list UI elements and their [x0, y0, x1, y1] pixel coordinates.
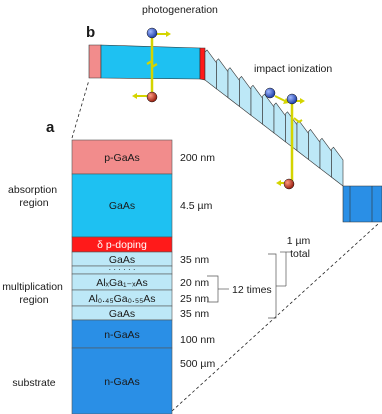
layer-thickness: 20 nm — [180, 277, 209, 289]
layer-name: GaAs — [109, 200, 135, 212]
photogeneration-label: photogeneration — [142, 4, 218, 16]
layer-thickness: 25 nm — [180, 293, 209, 305]
multiplication-band-segment — [216, 58, 229, 99]
multiplication-band-segment — [204, 49, 217, 90]
multiplication-band-segment — [262, 93, 275, 134]
absorption-region-label: absorption region — [8, 184, 60, 209]
photogenerated-pair — [132, 27, 171, 103]
layer-thickness: 500 µm — [180, 358, 215, 370]
hole-icon — [283, 178, 295, 190]
layer-name: Al₀.₄₅Ga₀.₅₅As — [88, 293, 155, 305]
multiplication-band-segment — [273, 102, 286, 143]
layer-n-gaas-500 — [71, 347, 173, 414]
multiplication-band-segment — [250, 84, 263, 125]
multiplication-band-segment — [239, 76, 252, 116]
multiplication-band-segment — [227, 67, 240, 108]
repeat-label: 12 times — [232, 284, 272, 296]
repeat-bracket — [207, 251, 292, 319]
multiplication-band-segment — [319, 137, 332, 178]
electron-icon — [146, 27, 158, 39]
layer-name: GaAs — [109, 308, 135, 320]
layer-p-gaas — [71, 139, 173, 175]
multiplication-region-label: multiplication region — [2, 281, 66, 306]
multiplication-band-segment — [308, 129, 321, 169]
layer-thickness: 35 nm — [180, 254, 209, 266]
impact-ionization-pair — [264, 87, 305, 190]
layer-thickness: 4.5 µm — [180, 200, 213, 212]
layer-name: δ p-doping — [97, 239, 147, 251]
total-label: 1 µm total — [287, 235, 313, 260]
multiplication-band-segment — [296, 120, 309, 161]
layer-gaas-absorption — [71, 173, 173, 238]
layer-name: p-GaAs — [104, 152, 140, 164]
layer-thickness: 35 nm — [180, 308, 209, 320]
layer-n-gaas-100 — [71, 319, 173, 349]
layer-stack — [71, 139, 173, 414]
layer-name: n-GaAs — [104, 376, 140, 388]
layer-thickness: 200 nm — [180, 152, 215, 164]
panel-b-letter: b — [86, 24, 95, 41]
zoom-guide-right — [171, 223, 379, 412]
panel-a-letter: a — [46, 119, 55, 136]
layer-name: · · · · · · — [108, 265, 135, 274]
multiplication-band-segment — [331, 146, 344, 187]
layer-name: GaAs — [109, 254, 135, 266]
electron-icon — [264, 87, 276, 99]
band-diagram — [88, 44, 382, 223]
layer-thickness: 100 nm — [180, 334, 215, 346]
layer-name: AlₓGa₁₋ₓAs — [96, 277, 148, 289]
hole-icon — [146, 91, 158, 103]
impact-ionization-label: impact ionization — [254, 63, 332, 75]
zoom-guide-left — [71, 79, 90, 139]
layer-name: n-GaAs — [104, 329, 140, 341]
electron-icon — [286, 93, 298, 105]
substrate-label: substrate — [12, 377, 55, 389]
